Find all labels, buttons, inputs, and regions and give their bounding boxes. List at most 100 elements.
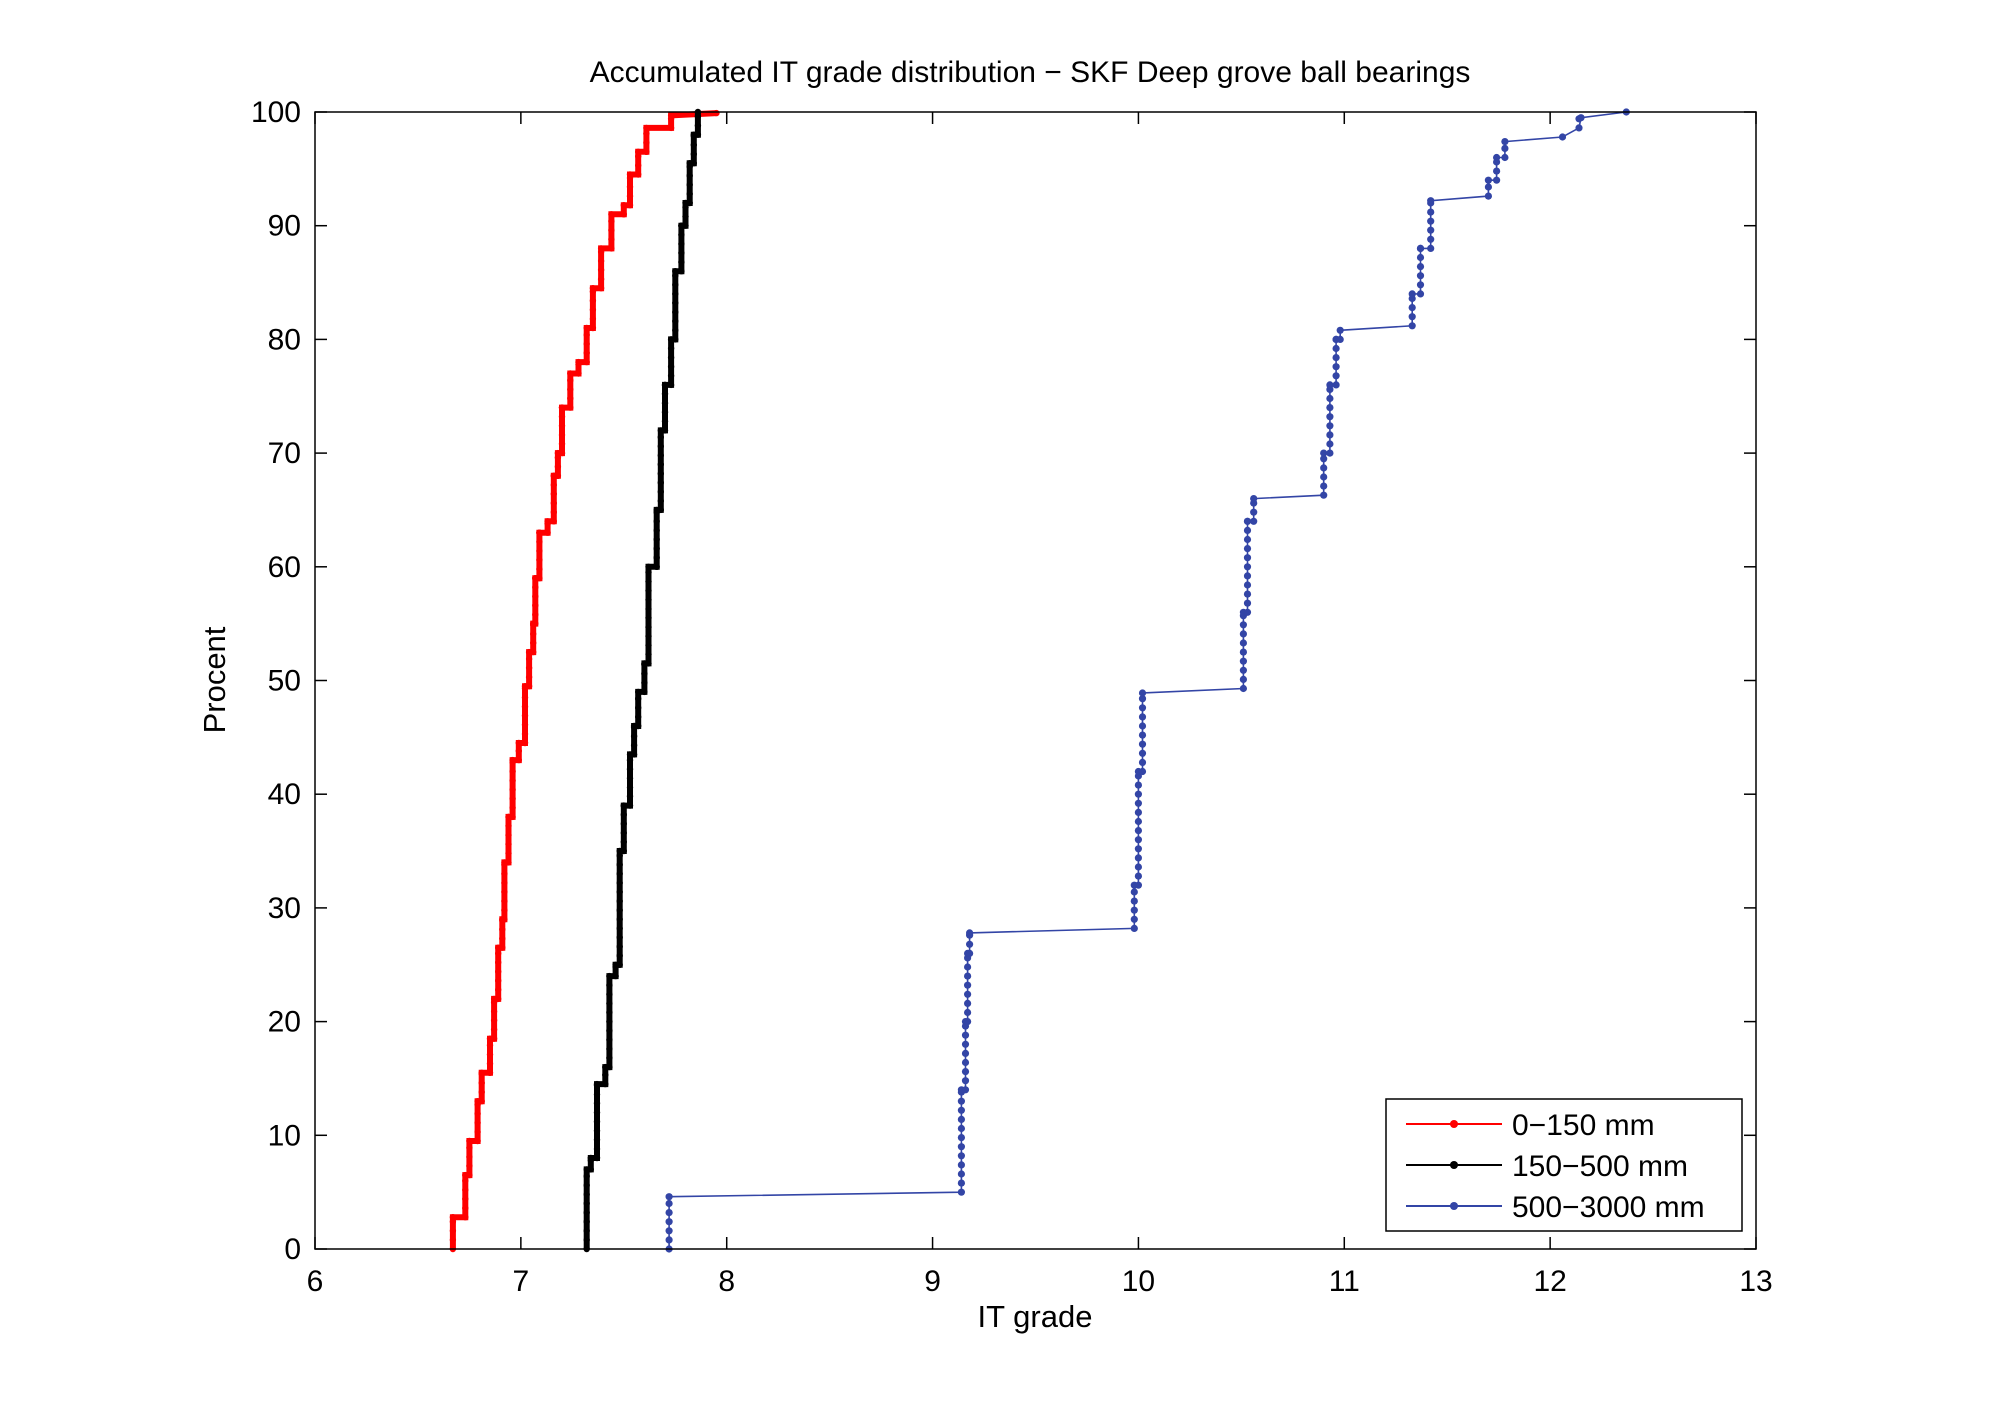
data-point <box>509 795 516 802</box>
data-point <box>589 297 597 304</box>
data-point <box>1493 153 1501 162</box>
data-point <box>593 1136 601 1144</box>
data-point <box>643 139 650 146</box>
data-point <box>1134 827 1142 835</box>
data-point <box>961 1058 970 1067</box>
data-point <box>1243 554 1252 562</box>
data-point <box>495 995 502 1003</box>
data-point <box>1130 888 1138 896</box>
y-tick-label: 20 <box>268 1006 301 1039</box>
data-point <box>1130 915 1138 923</box>
data-point <box>1134 845 1142 853</box>
data-point <box>606 1036 613 1044</box>
data-point <box>1332 354 1340 362</box>
data-point <box>678 258 685 266</box>
data-point <box>616 925 623 932</box>
data-point <box>616 907 623 914</box>
data-point <box>602 1071 609 1079</box>
data-point <box>1336 326 1344 334</box>
data-point <box>616 934 623 941</box>
data-point <box>501 907 508 914</box>
data-point <box>1408 322 1416 330</box>
data-point <box>966 949 974 958</box>
data-point <box>657 434 664 441</box>
data-point <box>1134 854 1142 862</box>
data-point <box>606 1027 613 1034</box>
y-axis-label: Procent <box>197 626 232 733</box>
data-point <box>957 1179 966 1187</box>
data-point <box>462 1186 469 1194</box>
data-point <box>964 999 972 1008</box>
data-point <box>536 547 543 555</box>
data-point <box>501 879 508 887</box>
data-point <box>575 358 582 366</box>
data-point <box>616 897 623 905</box>
data-point <box>1134 817 1142 826</box>
data-point <box>536 565 543 573</box>
data-point <box>495 959 502 966</box>
data-point <box>686 181 693 188</box>
data-point <box>645 578 652 585</box>
data-point <box>558 449 566 457</box>
data-point <box>1427 226 1435 234</box>
data-point <box>462 1214 469 1221</box>
legend-label-2: 500−3000 mm <box>1512 1191 1705 1224</box>
data-point <box>690 141 697 149</box>
data-point <box>606 1054 613 1062</box>
data-point <box>645 623 652 631</box>
data-point <box>606 972 613 980</box>
data-point <box>661 409 669 416</box>
data-point <box>957 1124 966 1133</box>
data-point <box>597 245 605 252</box>
data-point <box>1138 740 1147 748</box>
data-point <box>583 324 590 332</box>
legend-item-2: 500−3000 mm <box>1406 1191 1705 1224</box>
data-point <box>961 1086 970 1094</box>
data-point <box>966 940 974 948</box>
legend-marker-0 <box>1450 1120 1458 1128</box>
data-point <box>505 822 512 830</box>
data-point <box>466 1144 473 1152</box>
data-point <box>678 240 685 248</box>
data-point <box>550 490 557 498</box>
data-point <box>620 820 627 827</box>
series-0 <box>449 109 720 1253</box>
data-point <box>501 888 508 896</box>
data-point <box>1320 464 1328 472</box>
data-point <box>530 648 537 656</box>
data-point <box>474 1137 481 1145</box>
data-point <box>1427 208 1435 216</box>
data-point <box>1558 133 1567 141</box>
data-point <box>593 1145 601 1153</box>
data-point <box>961 1031 970 1039</box>
data-point <box>672 318 679 325</box>
data-point <box>583 1209 590 1216</box>
data-point <box>499 926 506 933</box>
data-point <box>474 1110 481 1117</box>
data-point <box>672 272 679 279</box>
data-point <box>1243 526 1252 535</box>
data-point <box>641 688 648 696</box>
data-point <box>1134 872 1142 880</box>
data-point <box>550 481 557 489</box>
data-point <box>616 916 623 923</box>
data-point <box>1408 290 1416 298</box>
data-point <box>616 943 623 950</box>
x-tick-label: 12 <box>1533 1265 1566 1298</box>
data-point <box>1416 281 1425 289</box>
data-point <box>1416 263 1425 271</box>
data-point <box>645 633 652 640</box>
data-point <box>964 1008 972 1017</box>
data-point <box>544 518 551 525</box>
y-tick-label: 90 <box>268 210 301 243</box>
data-point <box>462 1177 469 1185</box>
data-point <box>593 1154 601 1162</box>
y-tick-label: 50 <box>268 665 301 698</box>
data-point <box>645 587 652 594</box>
data-point <box>626 183 634 191</box>
data-point <box>645 651 652 658</box>
data-point <box>620 202 627 209</box>
data-point <box>645 614 652 622</box>
data-point <box>661 381 669 389</box>
data-point <box>1134 808 1142 817</box>
